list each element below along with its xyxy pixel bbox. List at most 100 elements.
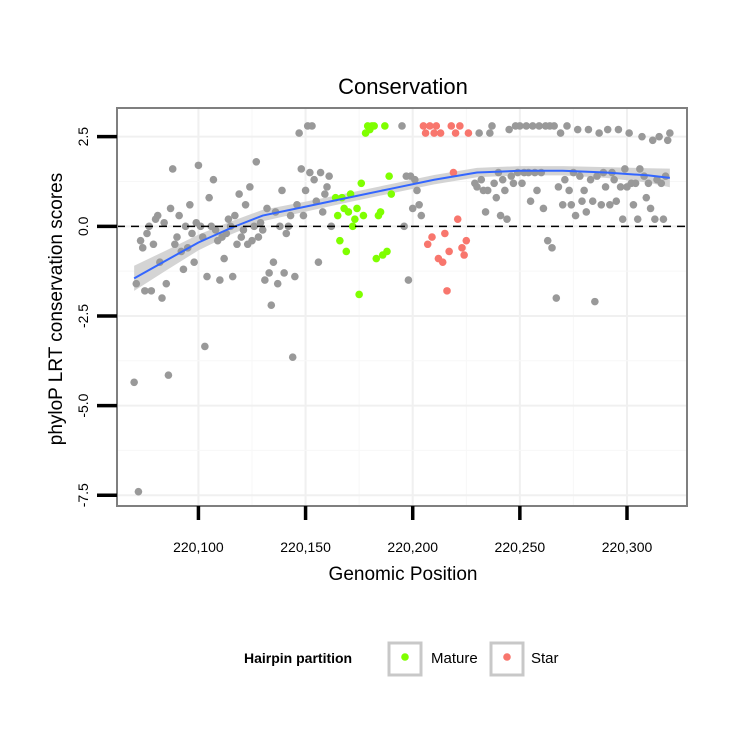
data-point-other bbox=[173, 233, 181, 241]
data-point-other bbox=[614, 125, 623, 134]
data-point-other bbox=[625, 129, 633, 137]
data-point-other bbox=[543, 236, 552, 245]
data-point-other bbox=[301, 186, 310, 195]
data-point-other bbox=[475, 129, 483, 137]
data-point-other bbox=[561, 175, 569, 184]
data-point-other bbox=[659, 215, 668, 223]
data-point-other bbox=[261, 276, 269, 284]
data-point-mature bbox=[370, 122, 378, 130]
data-point-other bbox=[518, 179, 526, 188]
data-point-star bbox=[443, 287, 451, 295]
data-point-other bbox=[160, 218, 168, 227]
data-point-other bbox=[237, 233, 246, 241]
data-point-other bbox=[636, 165, 644, 173]
data-point-other bbox=[593, 172, 601, 180]
data-point-star bbox=[423, 240, 432, 249]
data-point-other bbox=[278, 186, 286, 195]
chart-title: Conservation bbox=[338, 74, 468, 99]
data-point-other bbox=[503, 215, 511, 223]
data-point-other bbox=[488, 122, 496, 130]
data-point-other bbox=[638, 132, 646, 141]
data-point-other bbox=[648, 136, 657, 145]
data-point-mature bbox=[351, 215, 359, 223]
data-point-other bbox=[158, 294, 166, 302]
y-tick-label: -7.5 bbox=[75, 483, 91, 507]
data-point-other bbox=[413, 186, 421, 195]
data-point-other bbox=[130, 378, 138, 387]
data-point-star bbox=[438, 258, 447, 266]
data-point-other bbox=[273, 279, 282, 288]
data-point-other bbox=[308, 122, 316, 130]
data-point-other bbox=[196, 222, 205, 231]
data-point-other bbox=[586, 175, 595, 184]
data-point-other bbox=[179, 265, 188, 274]
legend-swatch-star bbox=[503, 653, 511, 661]
data-point-other bbox=[188, 229, 196, 238]
data-point-other bbox=[507, 172, 516, 180]
data-point-other bbox=[516, 122, 524, 130]
data-point-other bbox=[211, 226, 220, 234]
data-point-other bbox=[310, 175, 318, 184]
data-point-other bbox=[646, 204, 655, 213]
data-point-other bbox=[526, 197, 535, 206]
data-point-other bbox=[276, 222, 284, 231]
data-point-other bbox=[522, 122, 531, 130]
data-point-other bbox=[186, 201, 194, 209]
data-point-other bbox=[241, 201, 250, 209]
data-point-other bbox=[252, 157, 261, 166]
data-point-star bbox=[462, 236, 471, 245]
data-point-other bbox=[606, 201, 614, 209]
data-point-other bbox=[314, 258, 323, 266]
data-point-other bbox=[663, 136, 672, 145]
y-axis-label: phyloP LRT conservation scores bbox=[46, 173, 67, 446]
data-point-other bbox=[591, 297, 599, 306]
x-tick-label: 220,150 bbox=[280, 539, 331, 555]
data-point-other bbox=[483, 186, 492, 195]
data-point-mature bbox=[372, 254, 381, 263]
data-point-mature bbox=[359, 211, 368, 220]
y-axis: 2.5 0.0 -2.5 -5.0 -7.5 bbox=[75, 127, 117, 507]
data-point-other bbox=[415, 201, 423, 209]
data-point-other bbox=[601, 183, 610, 191]
data-point-other bbox=[263, 204, 271, 213]
data-point-star bbox=[451, 129, 460, 137]
data-point-other bbox=[164, 371, 173, 379]
data-point-other bbox=[473, 183, 481, 191]
data-point-other bbox=[595, 129, 603, 137]
data-point-star bbox=[421, 129, 430, 137]
data-point-other bbox=[548, 244, 556, 252]
data-point-other bbox=[171, 240, 179, 249]
data-point-other bbox=[224, 215, 233, 223]
data-point-mature bbox=[353, 204, 361, 213]
data-point-other bbox=[417, 211, 426, 220]
data-point-other bbox=[265, 269, 273, 277]
data-point-other bbox=[280, 269, 288, 277]
x-tick-label: 220,200 bbox=[387, 539, 438, 555]
data-point-other bbox=[201, 342, 209, 351]
data-point-other bbox=[657, 179, 666, 188]
data-point-other bbox=[573, 125, 582, 134]
scatter-points bbox=[130, 122, 674, 496]
data-point-other bbox=[528, 122, 537, 130]
data-point-other bbox=[291, 272, 299, 281]
data-point-other bbox=[235, 190, 243, 198]
data-point-other bbox=[220, 254, 228, 263]
data-point-other bbox=[610, 175, 618, 184]
data-point-other bbox=[205, 193, 213, 202]
data-point-other bbox=[533, 186, 541, 195]
data-point-other bbox=[306, 168, 314, 177]
data-point-other bbox=[556, 129, 565, 137]
data-point-other bbox=[282, 229, 291, 238]
data-point-other bbox=[228, 272, 237, 281]
data-point-other bbox=[612, 197, 621, 206]
x-tick-label: 220,250 bbox=[495, 539, 546, 555]
data-point-other bbox=[269, 258, 278, 266]
data-point-star bbox=[447, 122, 456, 130]
data-point-other bbox=[299, 211, 308, 220]
data-point-other bbox=[293, 201, 301, 209]
data-point-mature bbox=[348, 222, 357, 231]
data-point-other bbox=[190, 258, 198, 266]
data-point-other bbox=[136, 236, 145, 245]
data-point-star bbox=[428, 233, 436, 241]
data-point-other bbox=[550, 122, 558, 130]
